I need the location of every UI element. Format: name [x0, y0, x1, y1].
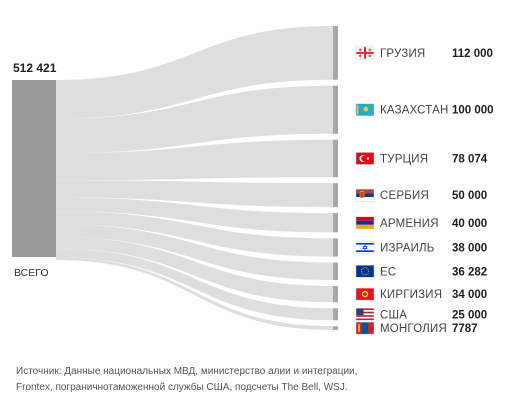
value-label-eu: 36 282 — [452, 266, 487, 278]
value-label-israel: 38 000 — [452, 242, 487, 254]
flow-turkey — [56, 139, 333, 181]
target-bar-armenia — [333, 213, 338, 233]
georgia-flag-icon — [355, 46, 375, 60]
targets-layer: ГРУЗИЯ 112 000 КАЗАХСТАН 100 000 ТУРЦИЯ 78 07… — [333, 26, 494, 335]
value-label-serbia: 50 000 — [452, 190, 487, 202]
armenia-flag-icon — [355, 216, 375, 230]
usa-flag-icon — [355, 308, 375, 321]
eu-flag-icon — [355, 265, 375, 278]
kyrgyzstan-flag-icon — [355, 287, 375, 301]
country-label-turkey: ТУРЦИЯ — [380, 153, 428, 165]
target-bar-kazakhstan — [333, 85, 338, 134]
country-label-eu: ЕС — [380, 266, 396, 278]
flow-serbia — [56, 180, 333, 208]
value-label-usa: 25 000 — [452, 309, 487, 321]
target-bar-usa — [333, 308, 338, 321]
value-label-kyrgyzstan: 34 000 — [452, 289, 487, 301]
country-label-mongolia: МОНГОЛИЯ — [380, 323, 447, 335]
value-label-georgia: 112 000 — [452, 48, 493, 60]
turkey-flag-icon — [355, 152, 375, 165]
total-name-label: ВСЕГО — [14, 267, 49, 279]
country-label-usa: США — [380, 309, 407, 321]
flow-mongolia — [56, 257, 333, 330]
country-label-georgia: ГРУЗИЯ — [380, 48, 425, 60]
mongolia-flag-icon — [355, 321, 375, 335]
value-label-armenia: 40 000 — [452, 218, 487, 230]
flow-usa — [56, 248, 333, 321]
flow-israel — [56, 211, 333, 257]
target-bar-israel — [333, 238, 338, 257]
footnote-line-1: Источник: Данные национальных МВД, минис… — [16, 366, 357, 377]
kazakhstan-flag-icon — [355, 103, 375, 116]
flow-armenia — [56, 197, 333, 233]
country-label-armenia: АРМЕНИЯ — [380, 218, 439, 230]
target-bar-georgia — [333, 26, 338, 80]
flow-kyrgyzstan — [56, 236, 333, 303]
target-bar-mongolia — [333, 326, 338, 330]
flow-georgia — [56, 26, 333, 119]
target-bar-serbia — [333, 183, 338, 208]
total-value-label: 512 421 — [13, 61, 57, 75]
value-label-mongolia: 7787 — [452, 323, 478, 335]
country-label-serbia: СЕРБИЯ — [380, 190, 429, 202]
target-bar-turkey — [333, 139, 338, 178]
source-bar-vsego — [12, 80, 56, 257]
value-label-turkey: 78 074 — [452, 153, 488, 165]
target-bar-kyrgyzstan — [333, 285, 338, 303]
value-label-kazakhstan: 100 000 — [452, 105, 494, 117]
country-label-kazakhstan: КАЗАХСТАН — [380, 105, 449, 117]
country-label-kyrgyzstan: КИРГИЗИЯ — [380, 289, 442, 301]
israel-flag-icon — [355, 241, 375, 254]
country-label-israel: ИЗРАИЛЬ — [380, 242, 435, 254]
flow-kazakhstan — [56, 85, 333, 154]
footnote-line-2: Frontex, пограничнотаможенной службы США… — [16, 381, 348, 393]
serbia-flag-icon — [355, 188, 375, 202]
target-bar-eu — [333, 262, 338, 280]
flow-eu — [56, 224, 333, 280]
flows-layer — [56, 26, 333, 330]
